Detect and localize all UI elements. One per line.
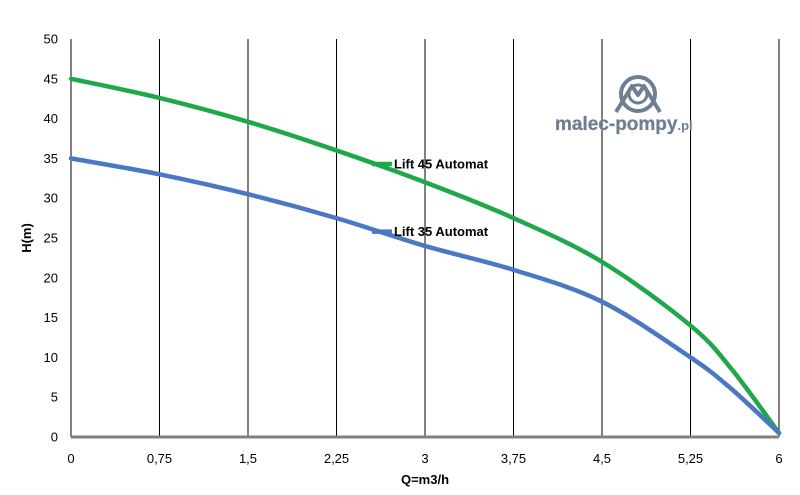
series-line (68, 76, 782, 436)
y-axis-title: H(m) (19, 223, 34, 253)
x-tick-label: 6 (775, 451, 782, 466)
series-label: Lift 35 Automat (394, 224, 489, 239)
logo-suffix: .pl (677, 118, 692, 133)
logo-text: malec-pompy (555, 114, 678, 135)
mountain-circle-logo-icon (614, 75, 662, 114)
grid (70, 39, 780, 437)
y-tick-label: 45 (44, 71, 58, 86)
y-tick-label: 30 (44, 191, 58, 206)
x-axis-ticks: 0 0,75 1,5 2,25 3 3,75 4,5 5,25 6 (67, 451, 782, 466)
malec-pompy-logo: malec-pompy.pl (555, 75, 693, 135)
y-tick-label: 0 (51, 430, 58, 445)
series-line (68, 156, 782, 436)
series (68, 76, 782, 436)
y-tick-label: 35 (44, 151, 58, 166)
x-tick-label: 0,75 (147, 451, 172, 466)
x-tick-label: 1,5 (239, 451, 257, 466)
y-axis-ticks: 0 5 10 15 20 25 30 35 40 45 50 (44, 32, 58, 445)
x-axis-title: Q=m3/h (401, 472, 449, 487)
svg-text:malec-pompy.pl: malec-pompy.pl (555, 114, 693, 135)
y-tick-label: 15 (44, 310, 58, 325)
x-tick-label: 3 (421, 451, 428, 466)
y-tick-label: 5 (51, 390, 58, 405)
series-labels: Lift 45 Automat Lift 35 Automat (371, 156, 489, 239)
y-tick-label: 20 (44, 270, 58, 285)
x-tick-label: 2,25 (324, 451, 349, 466)
y-tick-label: 50 (44, 32, 58, 47)
y-tick-label: 10 (44, 350, 58, 365)
x-tick-label: 4,5 (593, 451, 611, 466)
y-tick-label: 40 (44, 111, 58, 126)
series-label: Lift 45 Automat (394, 156, 489, 171)
x-tick-label: 3,75 (501, 451, 526, 466)
x-tick-label: 0 (67, 451, 74, 466)
y-tick-label: 25 (44, 231, 58, 246)
x-tick-label: 5,25 (678, 451, 703, 466)
